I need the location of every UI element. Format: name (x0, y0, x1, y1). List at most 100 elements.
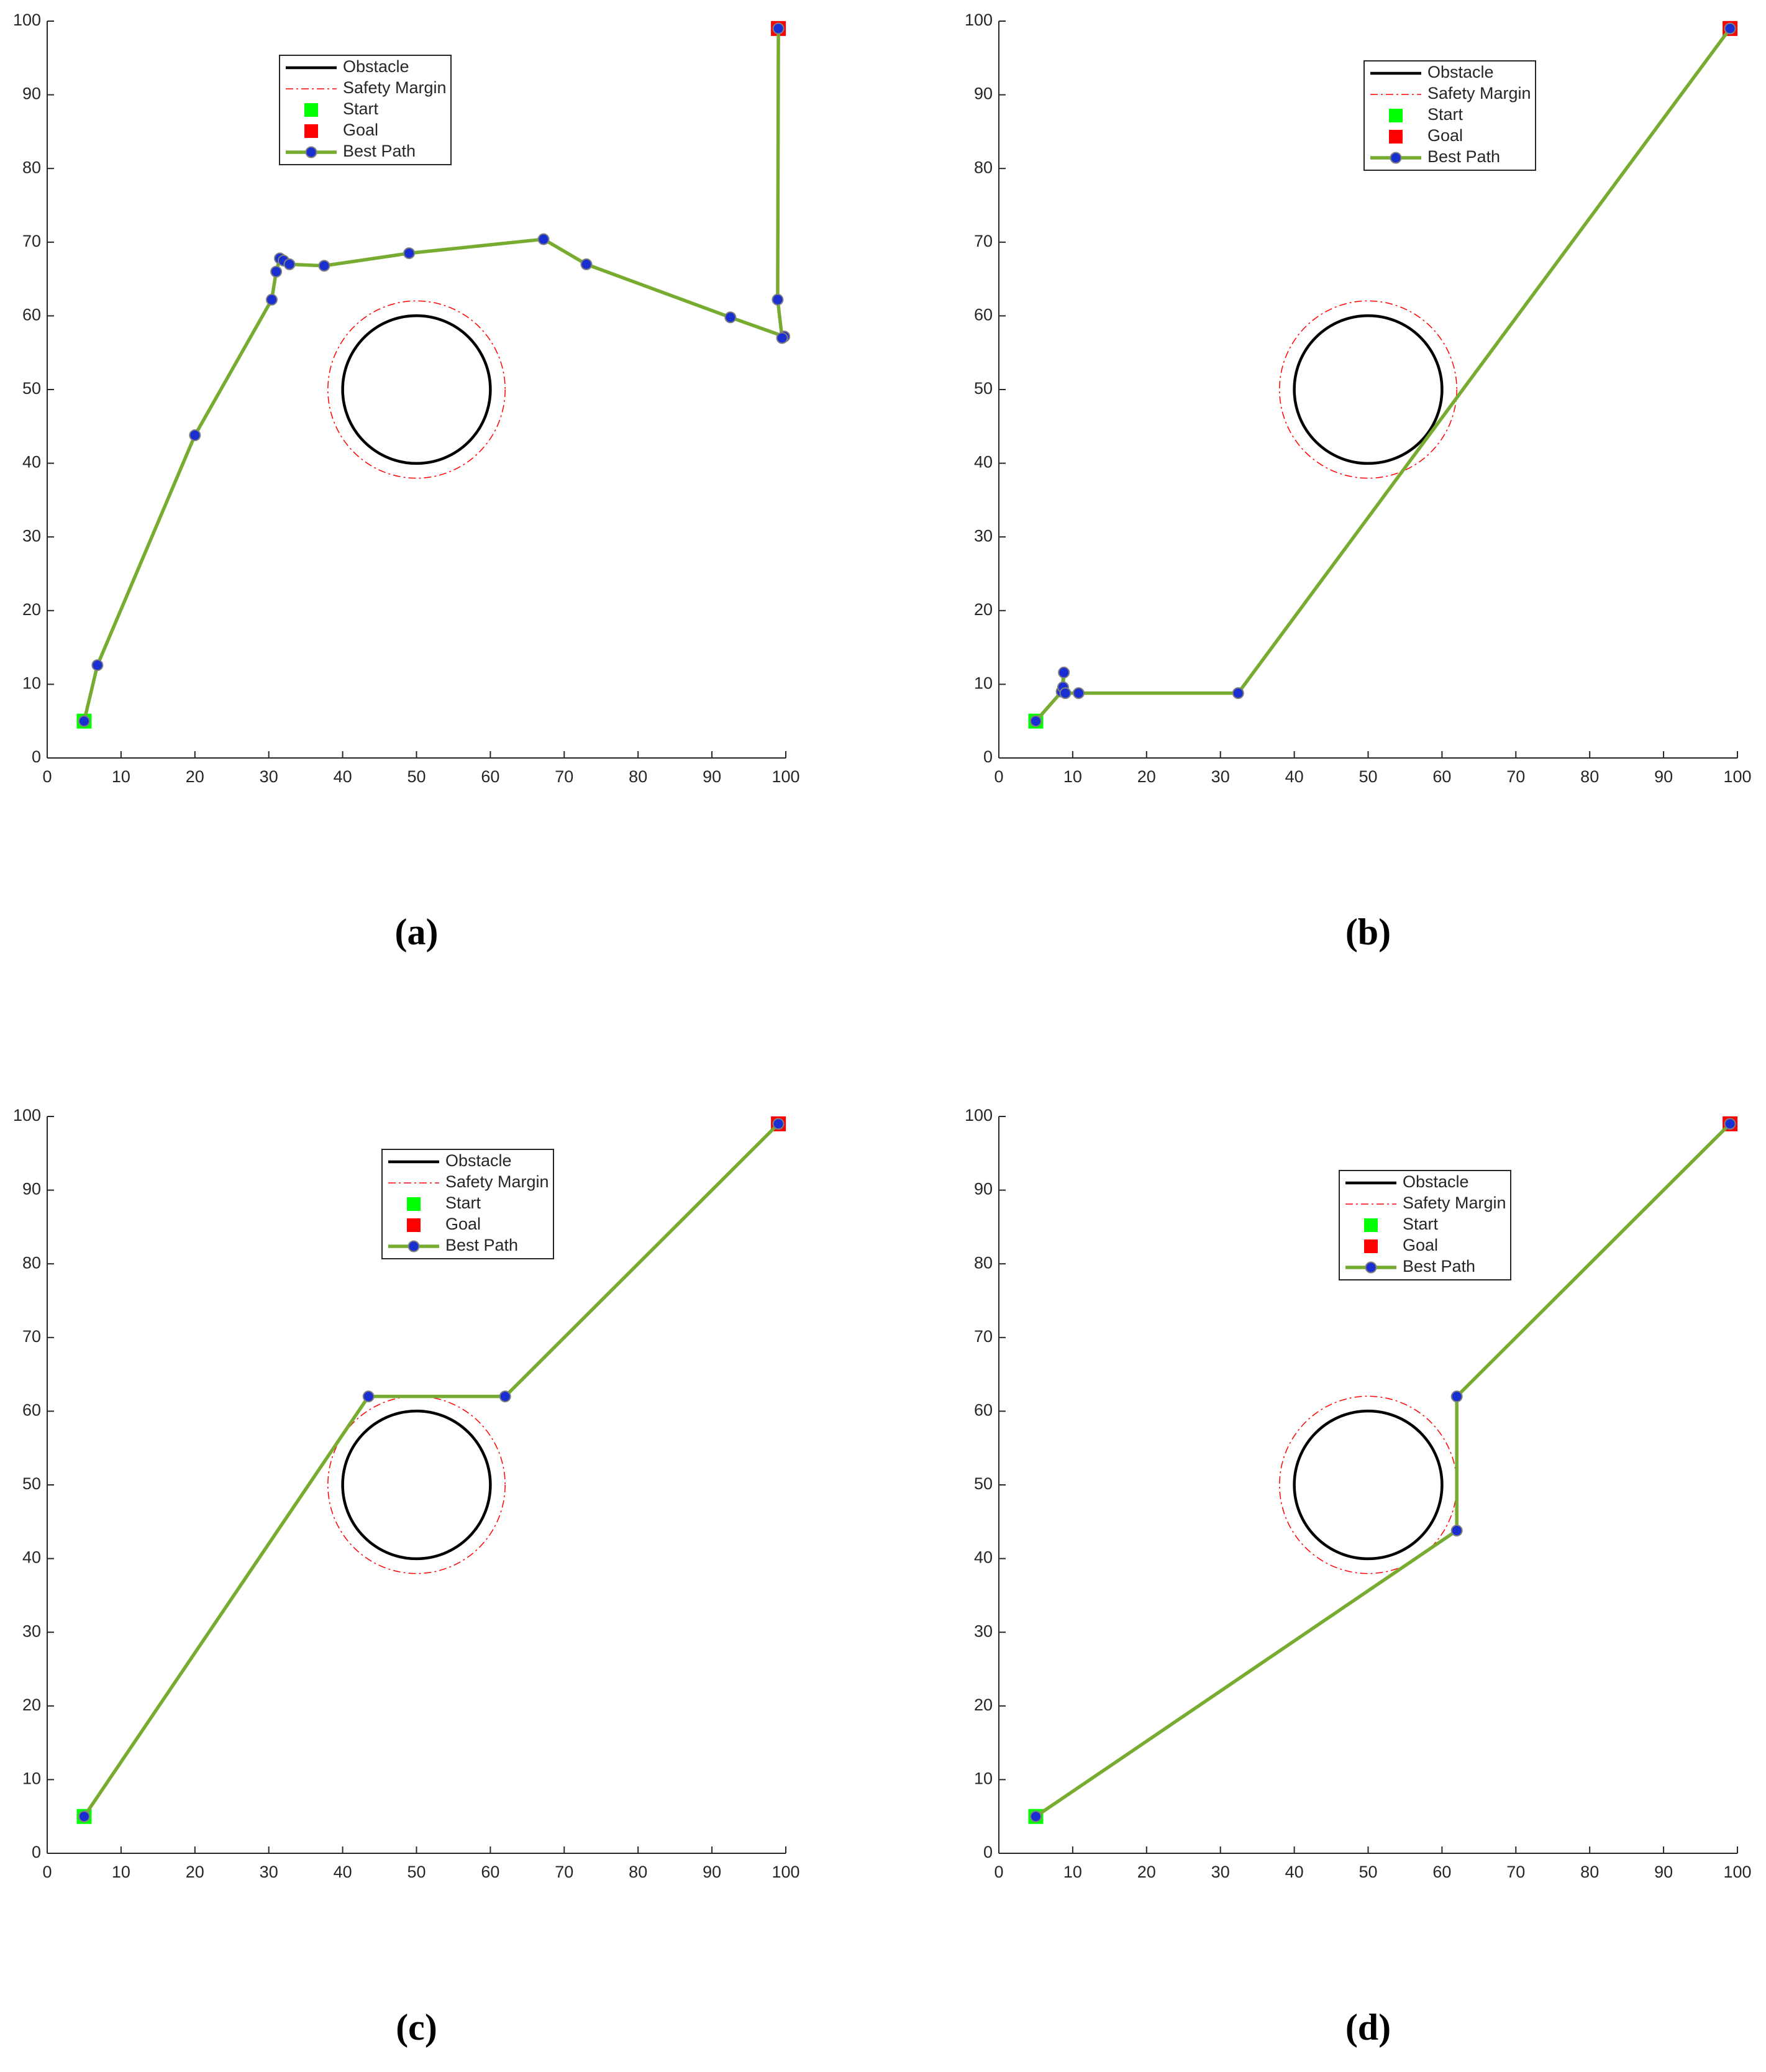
y-tick-label: 60 (974, 1401, 993, 1420)
x-tick-label: 20 (1137, 1863, 1156, 1881)
x-tick-label: 90 (703, 1863, 721, 1881)
path-point (771, 293, 784, 306)
x-tick-label: 10 (1063, 1863, 1082, 1881)
path-point (91, 659, 104, 672)
x-tick-label: 60 (481, 767, 499, 786)
y-tick-label: 100 (965, 1106, 993, 1125)
path-point (283, 258, 296, 270)
y-tick-label: 40 (974, 453, 993, 472)
x-tick-label: 50 (1359, 1863, 1377, 1881)
subplot: 0 10 20 30 40 50 60 70 80 90 100 0 10 20 30 40 50 60 70 80 9… (965, 11, 1752, 952)
x-tick-label: 50 (1359, 767, 1377, 786)
best-path (83, 1122, 780, 1818)
y-tick-label: 10 (974, 674, 993, 693)
x-tick-label: 10 (1063, 767, 1082, 786)
x-tick-label: 40 (334, 767, 352, 786)
legend-label: Best Path (1427, 147, 1500, 166)
obstacle (1293, 1409, 1444, 1561)
y-tick-label: 80 (974, 1253, 993, 1272)
y-tick-label: 70 (974, 232, 993, 250)
y-tick-label: 0 (983, 1843, 993, 1861)
x-tick-label: 80 (1580, 1863, 1599, 1881)
panel-label: (b) (1345, 911, 1391, 952)
y-tick-label: 70 (22, 232, 41, 250)
y-tick-label: 50 (974, 379, 993, 398)
legend-label: Safety Margin (445, 1172, 549, 1191)
x-tick-label: 20 (186, 1863, 204, 1881)
y-tick-label: 60 (974, 306, 993, 324)
legend-swatch (1389, 130, 1403, 144)
x-tick-label: 40 (1285, 767, 1304, 786)
path-point (403, 247, 416, 260)
y-tick-label: 30 (22, 526, 41, 545)
legend-label: Safety Margin (1427, 84, 1531, 103)
path-point (270, 265, 283, 278)
x-tick-label: 10 (112, 1863, 130, 1881)
path-point (1724, 22, 1736, 35)
y-tick-label: 70 (22, 1327, 41, 1346)
x-tick-label: 0 (42, 1863, 52, 1881)
y-tick-label: 0 (983, 747, 993, 766)
x-tick-label: 100 (1723, 767, 1751, 786)
x-tick-label: 90 (703, 767, 721, 786)
legend-label: Obstacle (1427, 63, 1494, 81)
y-tick-label: 30 (22, 1622, 41, 1640)
x-tick-label: 70 (555, 1863, 573, 1881)
safety-margin (327, 300, 506, 479)
legend-swatch-marker (407, 1240, 420, 1253)
subplot: 0 10 20 30 40 50 60 70 80 90 100 0 10 20 30 40 50 60 70 80 9… (965, 1106, 1752, 2048)
legend-label: Goal (1427, 126, 1463, 145)
obstacle (1293, 314, 1444, 465)
y-tick-label: 90 (974, 1180, 993, 1198)
x-tick-label: 20 (1137, 767, 1156, 786)
best-path (1034, 1122, 1732, 1818)
subplot: 0 10 20 30 40 50 60 70 80 90 100 0 10 20 30 40 50 60 70 80 9… (13, 1106, 800, 2048)
legend-label: Start (1427, 105, 1463, 124)
y-tick-label: 100 (13, 1106, 41, 1125)
path-point (1058, 666, 1070, 678)
path-point (1072, 687, 1085, 700)
x-tick-label: 30 (1211, 1863, 1230, 1881)
legend-swatch (407, 1218, 421, 1232)
x-tick-label: 50 (407, 1863, 426, 1881)
y-tick-label: 20 (974, 1695, 993, 1714)
path-point (78, 715, 90, 728)
y-tick-label: 10 (22, 674, 41, 693)
x-tick-label: 80 (1580, 767, 1599, 786)
legend-label: Safety Margin (343, 78, 447, 97)
legend-swatch (407, 1197, 421, 1211)
legend-swatch-marker (1365, 1261, 1377, 1274)
x-tick-label: 80 (629, 767, 647, 786)
legend-swatch (304, 124, 318, 138)
y-tick-label: 50 (22, 1474, 41, 1493)
path-point (1029, 715, 1042, 728)
y-tick-label: 40 (974, 1548, 993, 1567)
y-tick-label: 50 (974, 1474, 993, 1493)
subplot: 0 10 20 30 40 50 60 70 80 90 100 0 10 20 30 40 50 60 70 80 9… (13, 11, 800, 952)
y-tick-label: 90 (22, 84, 41, 103)
path-point (724, 311, 737, 324)
legend-swatch-marker (305, 146, 317, 158)
y-tick-label: 10 (22, 1769, 41, 1788)
y-tick-label: 80 (974, 158, 993, 176)
panel-label: (d) (1345, 2007, 1391, 2048)
legend-swatch (304, 103, 318, 117)
safety-margin (1279, 300, 1457, 479)
x-tick-label: 90 (1654, 1863, 1673, 1881)
x-tick-label: 40 (1285, 1863, 1304, 1881)
y-tick-label: 10 (974, 1769, 993, 1788)
path-point (776, 332, 788, 344)
obstacle (341, 1409, 492, 1561)
y-tick-label: 80 (22, 158, 41, 176)
y-tick-label: 40 (22, 453, 41, 472)
x-tick-label: 0 (42, 767, 52, 786)
y-tick-label: 30 (974, 526, 993, 545)
y-tick-label: 0 (32, 1843, 41, 1861)
path-point (362, 1390, 375, 1403)
path-point (1029, 1810, 1042, 1823)
legend-label: Safety Margin (1403, 1193, 1506, 1212)
x-tick-label: 90 (1654, 767, 1673, 786)
legend-label: Obstacle (1403, 1172, 1469, 1191)
y-tick-label: 40 (22, 1548, 41, 1567)
